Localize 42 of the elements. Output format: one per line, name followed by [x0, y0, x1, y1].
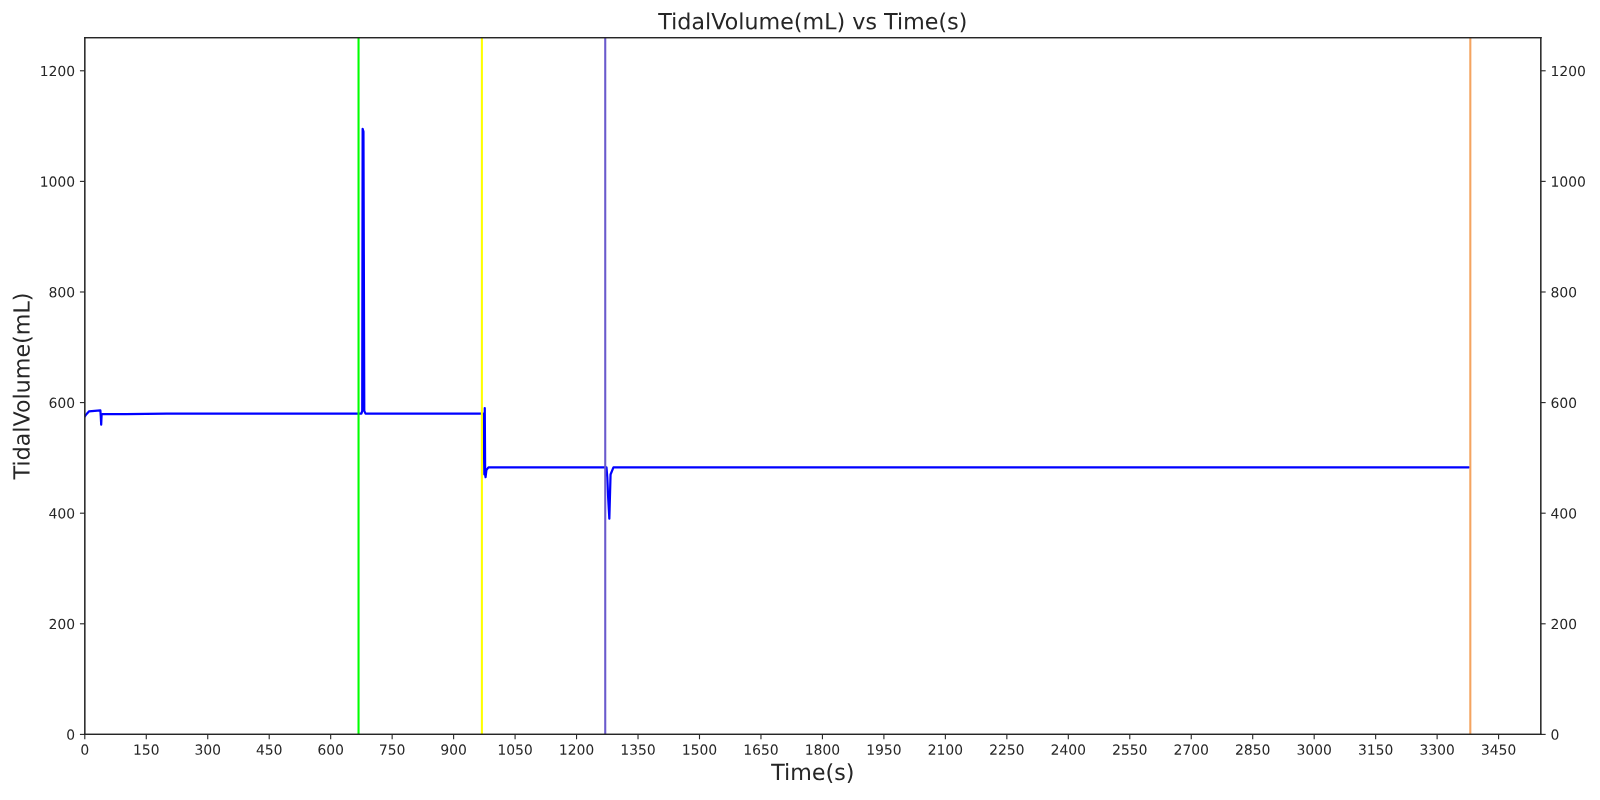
x-tick-label: 1050 [498, 744, 532, 755]
y-tick-label: 600 [49, 397, 75, 409]
x-tick-label: 3300 [1420, 744, 1454, 755]
x-tick-label: 600 [318, 744, 344, 755]
x-tick-label: 150 [134, 744, 159, 755]
x-tick-label: 1500 [683, 744, 717, 755]
y-tick-label: 800 [49, 286, 75, 298]
x-tick-label: 1800 [806, 744, 840, 755]
y2-tick-label: 200 [1551, 618, 1577, 630]
y2-tick-label: 400 [1551, 508, 1577, 519]
x-tick-label: 2100 [928, 744, 963, 755]
y-tick-label: 200 [49, 618, 75, 630]
x-tick-label: 450 [256, 744, 282, 755]
y-tick-label: 0 [67, 729, 75, 740]
line-series [84, 127, 1471, 520]
x-tick-label: 750 [380, 744, 405, 755]
x-tick-label: 1950 [867, 744, 901, 755]
x-tick-label: 2700 [1174, 744, 1208, 755]
y2-tick-label: 1000 [1552, 176, 1585, 187]
x-tick-label: 1200 [560, 744, 594, 755]
x-tick-label: 3150 [1359, 744, 1393, 755]
x-tick-label: 3450 [1481, 744, 1516, 755]
x-tick-label: 900 [441, 744, 466, 755]
y2-tick-label: 600 [1551, 397, 1577, 409]
x-tick-label: 2850 [1236, 744, 1270, 755]
y2-tick-label: 800 [1551, 286, 1577, 298]
y-tick-label: 400 [49, 508, 75, 519]
chart-title: TidalVolume(mL) vs Time(s) [658, 12, 966, 33]
x-tick-label: 3000 [1297, 744, 1331, 755]
x-tick-label: 0 [81, 744, 89, 755]
x-tick-label: 1650 [744, 744, 778, 755]
x-tick-label: 1350 [621, 744, 655, 755]
y-tick-label: 1200 [41, 65, 75, 77]
x-tick-label: 300 [195, 744, 221, 755]
x-tick-label: 2550 [1113, 744, 1147, 755]
y2-tick-label: 1200 [1552, 65, 1585, 77]
x-tick-label: 2400 [1051, 744, 1086, 755]
y-tick-label: 1000 [41, 176, 75, 187]
y2-tick-label: 0 [1551, 729, 1559, 740]
x-axis-title: Time(s) [771, 763, 853, 783]
x-tick-label: 2250 [990, 744, 1024, 755]
y-axis-title: TidalVolume(mL) [12, 294, 33, 480]
